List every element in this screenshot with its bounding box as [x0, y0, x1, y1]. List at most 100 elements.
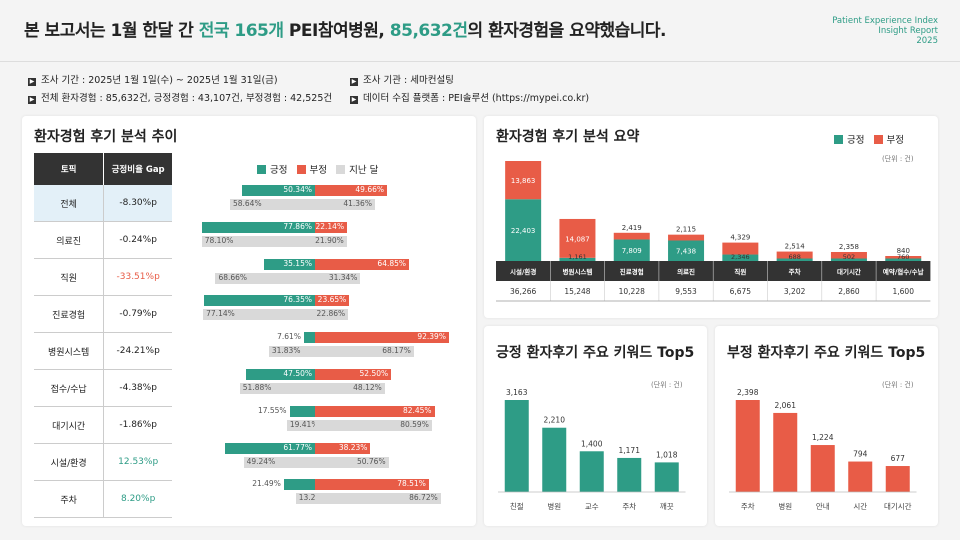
summary-table-category: 시설/환경 [510, 267, 536, 276]
last-month-positive-bar: 13.28% [295, 493, 327, 505]
info-totals-text: 전체 환자경험 : 85,632건, 긍정경험 : 43,107건, 부정경험 … [41, 93, 333, 104]
summary-negative-label: 4,329 [730, 234, 750, 242]
keyword-category-label: 주차 [741, 502, 755, 511]
summary-table-total: 9,553 [675, 287, 697, 296]
negative-keyword-panel: 부정 환자후기 주요 키워드 Top5 (단위 : 건) 2,398 주차 2,06… [715, 326, 938, 526]
topic-cell: 의료진 [34, 221, 105, 259]
summary-table-total: 36,266 [510, 287, 536, 296]
trend-panel: 환자경험 후기 분석 추이 토픽 긍정비율 Gap 전체 -8.30%p 의료진 -0… [22, 116, 476, 526]
keyword-bar [654, 462, 679, 492]
positive-bar [303, 332, 315, 344]
positive-bar-label: 17.55% [257, 405, 287, 415]
legend-label-positive: 긍정 [847, 135, 865, 146]
summary-table-category: 진료경험 [620, 267, 644, 276]
last-month-negative-bar: 50.76% [315, 456, 389, 468]
negative-bar: 82.45% [315, 405, 435, 417]
report-badge-line1: Patient Experience Index [832, 16, 938, 26]
summary-table-total: 15,248 [564, 287, 590, 296]
info-platform: ▶ 데이터 수집 플랫폼 : PEI솔루션 (https://mypei.co.k… [350, 90, 589, 104]
legend-label-last-month: 지난 달 [349, 165, 379, 176]
gap-cell: -8.30%p [103, 185, 172, 222]
trend-legend: 긍정 부정 지난 달 [257, 162, 378, 176]
keyword-value-label: 2,398 [737, 388, 759, 397]
topic-cell: 병원시스템 [34, 332, 105, 370]
topic-cell: 대기시간 [34, 406, 105, 444]
keyword-value-label: 3,163 [506, 388, 528, 397]
last-month-negative-bar: 21.90% [315, 235, 347, 247]
summary-negative-label: 2,358 [839, 243, 859, 251]
summary-positive-bar [559, 257, 596, 261]
summary-table-category: 직원 [734, 267, 746, 276]
topic-cell: 진료경험 [34, 295, 105, 333]
summary-chart: 22,403 13,863 1,161 14,087 7,809 2,419 7,438 2,… [496, 161, 931, 302]
negative-bar: 78.51% [315, 479, 429, 491]
summary-legend: 긍정 부정 [834, 132, 904, 146]
keyword-bar [735, 400, 760, 492]
title-hospital-count: 전국 165개 [198, 21, 284, 41]
keyword-bar [617, 457, 642, 492]
page-title: 본 보고서는 1월 한달 간 전국 165개 PEI참여병원, 85,632건의… [24, 16, 667, 41]
negative-keyword-chart: 2,398 주차 2,061 병원 1,224 안내 794 시간 677 대기시간 [729, 388, 917, 511]
summary-negative-bar [613, 232, 650, 240]
summary-positive-bar [776, 258, 813, 261]
gap-cell: -4.38%p [103, 369, 172, 407]
table-row: 전체 -8.30%p [34, 185, 172, 222]
keyword-bar [542, 427, 567, 492]
last-month-negative-bar: 31.34% [315, 272, 361, 284]
last-month-negative-bar: 48.12% [315, 383, 385, 394]
summary-table-total: 3,202 [784, 287, 806, 296]
keyword-value-label: 1,171 [619, 446, 641, 455]
keyword-category-label: 병원 [547, 502, 561, 511]
positive-keyword-chart: 3,163 친절 2,210 병원 1,400 교수 1,171 주차 1,018 깨끗 [498, 388, 686, 511]
negative-bar: 49.66% [315, 185, 387, 196]
title-part-c: PEI참여병원, [283, 21, 390, 41]
keyword-category-label: 병원 [778, 502, 792, 511]
table-row: 시설/환경 12.53%p [34, 443, 172, 481]
info-totals: ▶ 전체 환자경험 : 85,632건, 긍정경험 : 43,107건, 부정경험… [28, 90, 332, 104]
info-period: ▶ 조사 기간 : 2025년 1월 1일(수) ~ 2025년 1월 31일(금… [28, 72, 278, 86]
keyword-category-label: 깨끗 [660, 501, 674, 511]
last-month-negative-bar: 41.36% [315, 199, 375, 210]
arrow-icon: ▶ [350, 78, 358, 86]
last-month-positive-bar: 51.88% [239, 383, 315, 394]
positive-bar: 61.77% [225, 442, 315, 454]
col-topic-header: 토픽 [34, 153, 104, 185]
last-month-positive-bar: 77.14% [203, 309, 315, 321]
last-month-negative-bar: 22.86% [315, 309, 349, 321]
gap-cell: -33.51%p [103, 258, 172, 296]
summary-unit: (단위 : 건) [882, 155, 914, 163]
summary-positive-bar [830, 258, 867, 261]
positive-bar: 76.35% [204, 295, 315, 307]
summary-positive-label: 1,161 [568, 253, 587, 261]
positive-keyword-unit: (단위 : 건) [651, 381, 683, 389]
legend-swatch-positive [257, 165, 266, 174]
keyword-category-label: 교수 [585, 502, 599, 511]
keyword-value-label: 1,224 [812, 433, 834, 442]
summary-negative-label: 2,115 [676, 226, 696, 234]
summary-table-category: 대기시간 [837, 267, 861, 276]
legend-label-negative: 부정 [309, 165, 328, 176]
legend-swatch-negative [873, 135, 883, 144]
table-row: 진료경험 -0.79%p [34, 295, 172, 333]
negative-bar: 38.23% [315, 442, 371, 454]
summary-positive-bar [668, 240, 705, 261]
negative-bar: 23.65% [315, 295, 350, 307]
summary-table-total: 10,228 [619, 287, 645, 296]
table-row: 의료진 -0.24%p [34, 221, 172, 259]
summary-negative-bar [776, 251, 813, 259]
last-month-positive-bar: 49.24% [243, 456, 315, 468]
keyword-category-label: 시간 [853, 501, 867, 511]
summary-positive-label: 22,403 [511, 227, 536, 235]
gap-cell: -1.86%p [103, 406, 172, 444]
summary-table-category: 예약/협수/수납 [883, 267, 924, 276]
keyword-value-label: 794 [853, 450, 868, 459]
gap-cell: -0.79%p [103, 295, 172, 333]
arrow-icon: ▶ [350, 96, 358, 104]
legend-swatch-last-month [336, 165, 346, 174]
summary-negative-bar [722, 242, 759, 255]
positive-bar [283, 479, 315, 491]
summary-negative-bar [668, 234, 705, 241]
summary-positive-label: 7,438 [676, 248, 696, 256]
keyword-bar [885, 466, 910, 492]
summary-table-category: 의료진 [677, 267, 695, 276]
